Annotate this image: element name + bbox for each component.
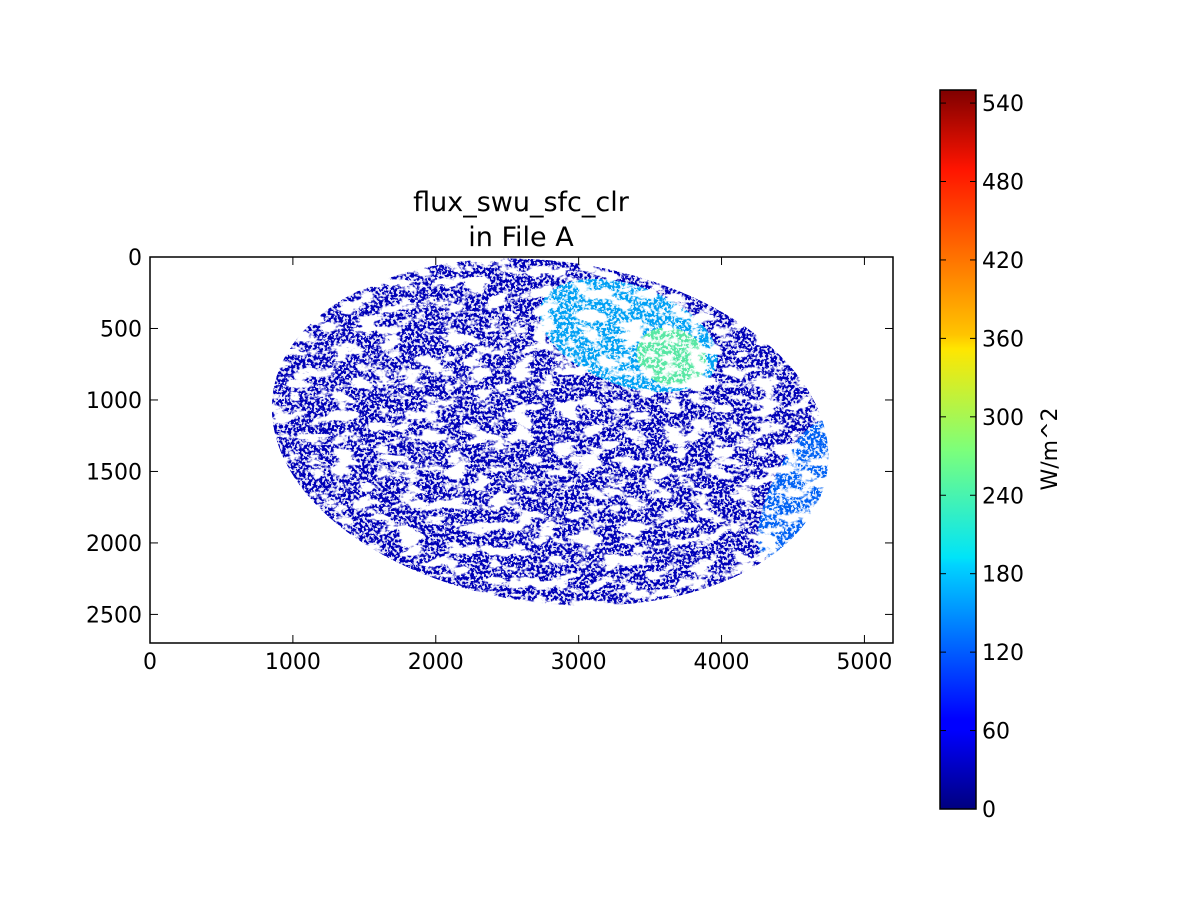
y-tick-label: 2500 <box>86 603 142 628</box>
colorbar-tick-label: 0 <box>982 798 996 823</box>
x-axis: 0 1000 2000 3000 4000 5000 <box>143 257 892 675</box>
colorbar-tick-label: 300 <box>982 406 1024 431</box>
x-tick-label: 0 <box>143 650 157 675</box>
y-axis: 0 500 1000 1500 2000 2500 <box>86 246 893 628</box>
colorbar-axis: 0 60 120 180 240 300 360 420 480 540 <box>940 92 1024 823</box>
x-tick-label: 1000 <box>265 650 321 675</box>
colorbar-tick-label: 240 <box>982 484 1024 509</box>
colorbar-label: W/m^2 <box>1038 407 1063 490</box>
colorbar-tick-label: 480 <box>982 171 1024 196</box>
chart-subtitle: in File A <box>468 222 574 253</box>
y-tick-label: 1500 <box>86 460 142 485</box>
y-tick-label: 0 <box>128 246 142 271</box>
heatmap-field <box>150 257 893 643</box>
y-tick-label: 500 <box>100 317 142 342</box>
x-tick-label: 4000 <box>694 650 750 675</box>
colorbar-tick-label: 60 <box>982 720 1010 745</box>
colorbar-tick-label: 540 <box>982 92 1024 117</box>
y-tick-label: 2000 <box>86 532 142 557</box>
space-background <box>150 257 893 643</box>
colorbar <box>939 89 977 810</box>
plot-frame <box>149 256 894 644</box>
chart-title: flux_swu_sfc_clr <box>413 187 630 218</box>
colorbar-tick-label: 360 <box>982 327 1024 352</box>
x-tick-label: 3000 <box>551 650 607 675</box>
colorbar-tick-label: 180 <box>982 563 1024 588</box>
x-tick-label: 5000 <box>836 650 892 675</box>
colorbar-tick-label: 420 <box>982 249 1024 274</box>
y-tick-label: 1000 <box>86 389 142 414</box>
x-tick-label: 2000 <box>408 650 464 675</box>
colorbar-tick-label: 120 <box>982 641 1024 666</box>
